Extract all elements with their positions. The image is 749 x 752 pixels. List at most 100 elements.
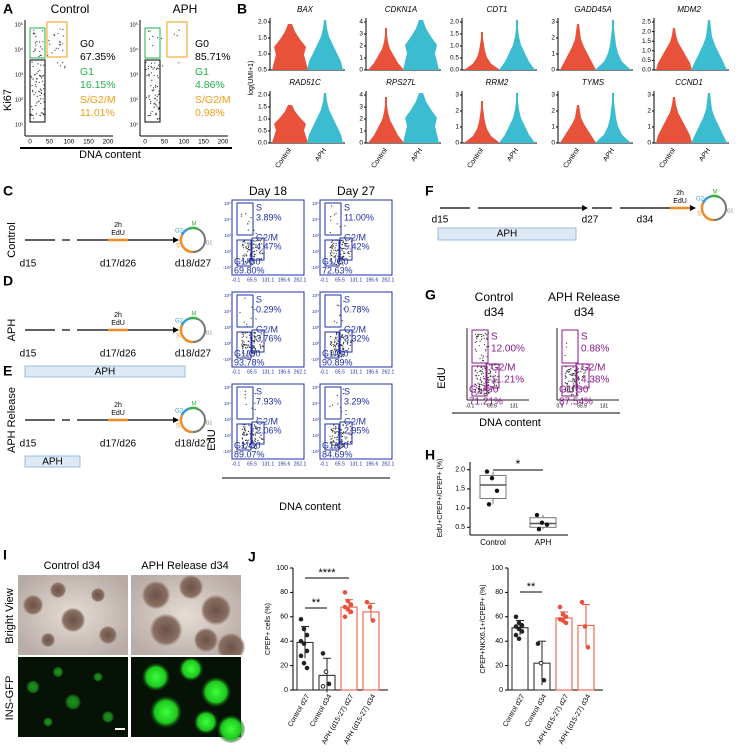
event-dot bbox=[248, 261, 250, 263]
y-tick-label: 40 bbox=[495, 638, 503, 645]
event-dot bbox=[572, 382, 574, 384]
event-dot bbox=[484, 389, 486, 391]
y-tick-label: 1.5 bbox=[258, 104, 267, 111]
gate-pct: 2.06% bbox=[256, 425, 282, 435]
bar bbox=[362, 611, 380, 691]
x-tick-label: APH bbox=[698, 147, 712, 163]
violin bbox=[307, 20, 343, 70]
event-dot bbox=[583, 374, 585, 377]
event-dot bbox=[39, 51, 41, 53]
plot-title: APH bbox=[173, 2, 198, 16]
phase-s bbox=[179, 414, 194, 434]
event-dot bbox=[341, 248, 344, 250]
event-dot bbox=[253, 446, 255, 448]
phase-label: G2 bbox=[696, 197, 705, 203]
event-dot bbox=[259, 343, 261, 346]
event-dot bbox=[261, 438, 263, 440]
y-tick-label: 1.5 bbox=[450, 31, 459, 38]
event-dot bbox=[349, 335, 351, 337]
event-dot bbox=[341, 257, 343, 259]
plot-frame bbox=[231, 291, 305, 368]
event-dot bbox=[34, 74, 36, 76]
event-dot bbox=[342, 247, 345, 250]
event-dot bbox=[252, 347, 254, 350]
event-dot bbox=[247, 340, 249, 342]
event-dot bbox=[333, 242, 335, 245]
event-dot bbox=[33, 32, 35, 34]
panel-label: B bbox=[237, 1, 247, 17]
event-dot bbox=[484, 367, 486, 369]
x-tick-label: 0.9 bbox=[557, 403, 564, 409]
gate-name: G2/M bbox=[344, 324, 366, 334]
gate-name: G0 bbox=[80, 38, 94, 50]
event-dot bbox=[477, 382, 479, 384]
phase-g2 bbox=[701, 195, 711, 204]
organoid bbox=[43, 717, 53, 727]
event-dot bbox=[244, 332, 246, 334]
event-dot bbox=[493, 385, 495, 387]
event-dot bbox=[490, 376, 492, 378]
event-dot bbox=[481, 380, 483, 382]
event-dot bbox=[40, 46, 42, 48]
event-dot bbox=[483, 366, 485, 368]
data-point bbox=[370, 618, 376, 623]
x-tick-label: 150 bbox=[198, 139, 209, 146]
event-dot bbox=[335, 431, 337, 433]
event-dot bbox=[334, 432, 336, 434]
plot-title: d34 bbox=[484, 305, 504, 319]
event-dot bbox=[156, 67, 158, 69]
event-dot bbox=[152, 68, 154, 70]
violin bbox=[499, 93, 535, 143]
event-dot bbox=[475, 384, 478, 386]
event-dot bbox=[40, 112, 42, 114]
event-dot bbox=[255, 240, 257, 242]
gate bbox=[236, 239, 252, 267]
event-dot bbox=[478, 387, 480, 389]
event-dot bbox=[241, 336, 243, 338]
gate bbox=[324, 239, 340, 267]
event-dot bbox=[242, 426, 244, 428]
x-tick-label: Control bbox=[480, 538, 506, 547]
event-dot bbox=[333, 249, 335, 251]
event-dot bbox=[39, 91, 41, 93]
event-dot bbox=[341, 440, 344, 442]
organoid bbox=[41, 633, 55, 647]
event-dot bbox=[488, 369, 490, 371]
y-tick-label: 1.0 bbox=[642, 48, 651, 55]
event-dot bbox=[342, 424, 344, 426]
event-dot bbox=[156, 99, 158, 101]
event-dot bbox=[333, 348, 336, 350]
event-dot bbox=[248, 248, 250, 250]
event-dot bbox=[485, 348, 487, 350]
event-dot bbox=[340, 336, 342, 338]
event-dot bbox=[59, 41, 61, 44]
gate-pct: 0.98% bbox=[195, 107, 225, 119]
event-dot bbox=[152, 87, 155, 89]
event-dot bbox=[245, 245, 247, 247]
y-tick-label: 0.5 bbox=[258, 128, 267, 135]
data-point bbox=[585, 645, 591, 650]
gate-name: G1/G0 bbox=[322, 256, 349, 266]
event-dot bbox=[480, 338, 483, 340]
event-dot bbox=[336, 343, 339, 345]
event-dot bbox=[345, 438, 347, 440]
event-dot bbox=[242, 260, 244, 262]
event-dot bbox=[342, 392, 344, 395]
gate-name: S/G2/M bbox=[195, 94, 231, 106]
phase-label: G1 bbox=[206, 330, 213, 336]
event-dot bbox=[241, 437, 244, 439]
panel-label: G bbox=[425, 287, 436, 303]
event-dot bbox=[253, 243, 255, 245]
event-dot bbox=[475, 350, 477, 352]
x-tick-label: Control bbox=[466, 147, 485, 170]
treatment-label: APH bbox=[497, 229, 518, 240]
event-dot bbox=[242, 247, 245, 249]
event-dot bbox=[248, 245, 250, 247]
phase-g2 bbox=[180, 317, 190, 326]
event-dot bbox=[482, 368, 484, 370]
y-tick-label: 10⁴ bbox=[15, 46, 24, 53]
event-dot bbox=[565, 388, 567, 390]
x-tick-label: 196.6 bbox=[366, 461, 379, 467]
event-dot bbox=[488, 381, 490, 383]
organoid bbox=[142, 663, 170, 691]
